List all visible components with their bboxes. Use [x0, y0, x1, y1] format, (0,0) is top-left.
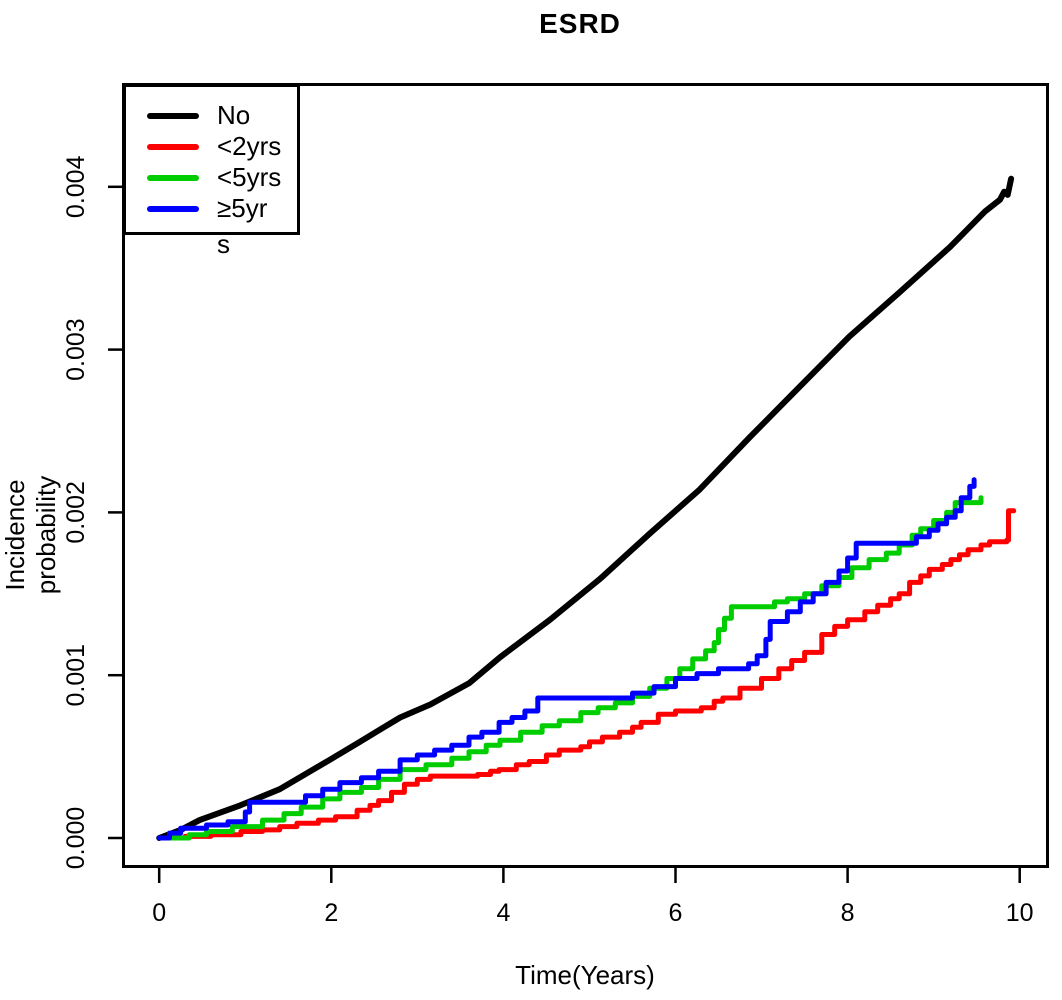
legend-item-lt5yrs: <5yrs [126, 162, 297, 193]
series-line-ge5yrs [156, 477, 977, 841]
legend-line-swatch-black [147, 112, 199, 119]
legend-item-no: No [126, 100, 297, 131]
x-tick-label: 8 [841, 899, 855, 927]
legend-overflow-text: s [217, 229, 230, 259]
legend-item-label: ≥5yr [217, 193, 268, 223]
y-tick-label: 0.003 [62, 318, 90, 381]
series-line-no [156, 175, 1015, 841]
y-tick-label: 0.001 [62, 644, 90, 707]
series-line-lt2yrs [162, 508, 1017, 841]
legend-item-label: <2yrs [217, 131, 282, 161]
legend-item-label: <5yrs [217, 162, 282, 192]
legend-line-swatch-red [147, 143, 199, 150]
y-tick-label: 0.004 [62, 155, 90, 218]
x-tick-label: 0 [152, 899, 166, 927]
y-tick-label: 0.000 [62, 807, 90, 870]
legend-line-swatch-blue [147, 205, 199, 212]
series-line-lt5yrs [165, 495, 984, 841]
x-axis-title: Time(Years) [515, 960, 655, 990]
legend-item-lt2yrs: <2yrs [126, 131, 297, 162]
y-axis-title-line1: Incidence [0, 479, 30, 591]
plot-border [122, 83, 1049, 868]
legend-line-swatch-green [147, 174, 199, 181]
x-tick-label: 4 [496, 899, 510, 927]
chart-title: ESRD [539, 8, 621, 39]
legend-item-label: No [217, 100, 251, 130]
x-tick-label: 10 [1006, 899, 1034, 927]
legend-item-ge5yrs: ≥5yr [126, 193, 297, 224]
x-tick-label: 2 [324, 899, 338, 927]
y-tick-label: 0.002 [62, 481, 90, 544]
legend: No <2yrs <5yrs ≥5yr [123, 84, 300, 235]
y-axis-title-line2: probability [31, 475, 61, 595]
x-tick-label: 6 [669, 899, 683, 927]
y-axis-title: Incidence probability [0, 425, 64, 645]
